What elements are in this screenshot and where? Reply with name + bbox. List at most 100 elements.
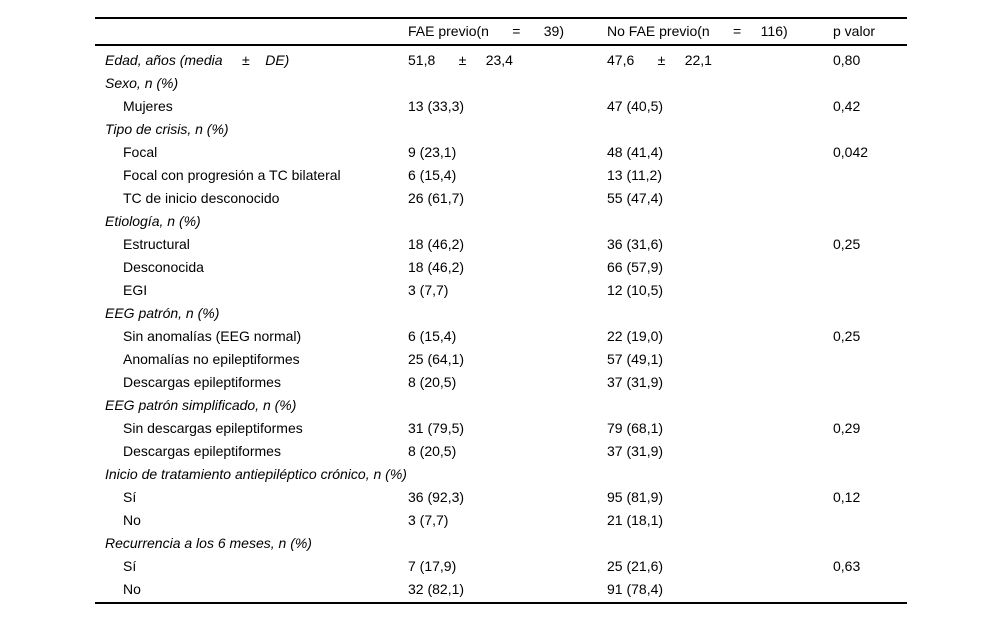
fae-previo-value: 18 (46,2) [408, 259, 465, 275]
fae-previo-value: 18 (46,2) [408, 236, 465, 252]
row-label: EGI [123, 282, 148, 298]
table-row: No 3 (7,7) 21 (18,1) [95, 509, 907, 532]
table-row: Focal 9 (23,1) 48 (41,4) 0,042 [95, 141, 907, 164]
row-label: Desconocida [123, 259, 204, 275]
row-label: Sin anomalías (EEG normal) [123, 328, 302, 344]
table-row: Mujeres 13 (33,3) 47 (40,5) 0,42 [95, 95, 907, 118]
table-row: EGI 3 (7,7) 12 (10,5) [95, 279, 907, 302]
table-row: Recurrencia a los 6 meses, n (%) [95, 532, 907, 555]
table-row: Descargas epileptiformes 8 (20,5) 37 (31… [95, 440, 907, 463]
table-header-rule [95, 44, 907, 46]
row-label: TC de inicio desconocido [123, 190, 280, 206]
no-fae-previo-value: 47,6 ± 22,1 [607, 52, 712, 68]
table-row: EEG patrón simplificado, n (%) [95, 394, 907, 417]
p-value: 0,25 [833, 236, 861, 252]
row-label: Mujeres [123, 98, 173, 114]
fae-previo-value: 3 (7,7) [408, 282, 449, 298]
no-fae-previo-value: 13 (11,2) [607, 167, 662, 183]
table-row: Sin descargas epileptiformes 31 (79,5) 7… [95, 417, 907, 440]
row-label: Inicio de tratamiento antiepiléptico cró… [105, 466, 407, 482]
p-value: 0,29 [833, 420, 861, 436]
p-value: 0,25 [833, 328, 861, 344]
p-value: 0,63 [833, 558, 861, 574]
table-row: Desconocida 18 (46,2) 66 (57,9) [95, 256, 907, 279]
row-label: Descargas epileptiformes [123, 443, 281, 459]
p-value: 0,042 [833, 144, 869, 160]
table-row: Edad, años (media ± DE) 51,8 ± 23,4 47,6… [95, 49, 907, 72]
fae-previo-value: 26 (61,7) [408, 190, 465, 206]
row-label: Sin descargas epileptiformes [123, 420, 303, 436]
row-label: Edad, años (media ± DE) [105, 52, 290, 68]
table-row: Tipo de crisis, n (%) [95, 118, 907, 141]
fae-previo-value: 9 (23,1) [408, 144, 457, 160]
header-col-no-fae-previo: No FAE previo(n = 116) [607, 23, 788, 39]
fae-previo-value: 36 (92,3) [408, 489, 465, 505]
p-value: 0,12 [833, 489, 861, 505]
table-bottom-rule [95, 602, 907, 604]
no-fae-previo-value: 57 (49,1) [607, 351, 664, 367]
fae-previo-value: 51,8 ± 23,4 [408, 52, 513, 68]
row-label: Focal [123, 144, 158, 160]
no-fae-previo-value: 47 (40,5) [607, 98, 664, 114]
fae-previo-value: 31 (79,5) [408, 420, 465, 436]
header-col-p-valor: p valor [833, 23, 876, 39]
row-label: Recurrencia a los 6 meses, n (%) [105, 535, 312, 551]
table-row: Etiología, n (%) [95, 210, 907, 233]
table-row: Focal con progresión a TC bilateral 6 (1… [95, 164, 907, 187]
no-fae-previo-value: 37 (31,9) [607, 374, 664, 390]
row-label: Descargas epileptiformes [123, 374, 281, 390]
no-fae-previo-value: 21 (18,1) [607, 512, 664, 528]
fae-previo-value: 3 (7,7) [408, 512, 449, 528]
row-label: EEG patrón, n (%) [105, 305, 220, 321]
row-label: Sí [123, 558, 137, 574]
fae-previo-value: 8 (20,5) [408, 443, 457, 459]
table-top-rule [95, 17, 907, 19]
fae-previo-value: 13 (33,3) [408, 98, 465, 114]
row-label: Anomalías no epileptiformes [123, 351, 300, 367]
fae-previo-value: 6 (15,4) [408, 167, 457, 183]
table-row: Sí 7 (17,9) 25 (21,6) 0,63 [95, 555, 907, 578]
row-label: Tipo de crisis, n (%) [105, 121, 229, 137]
row-label: No [123, 581, 141, 597]
table-header-row: FAE previo(n = 39) No FAE previo(n = 116… [95, 19, 907, 44]
no-fae-previo-value: 79 (68,1) [607, 420, 664, 436]
fae-previo-value: 25 (64,1) [408, 351, 465, 367]
table-row: TC de inicio desconocido 26 (61,7) 55 (4… [95, 187, 907, 210]
no-fae-previo-value: 95 (81,9) [607, 489, 664, 505]
table-row: No 32 (82,1) 91 (78,4) [95, 578, 907, 601]
row-label: Etiología, n (%) [105, 213, 201, 229]
fae-previo-value: 6 (15,4) [408, 328, 457, 344]
fae-previo-value: 8 (20,5) [408, 374, 457, 390]
table-row: Anomalías no epileptiformes 25 (64,1) 57… [95, 348, 907, 371]
comparison-table: FAE previo(n = 39) No FAE previo(n = 116… [95, 17, 907, 605]
table-body: Edad, años (media ± DE) 51,8 ± 23,4 47,6… [95, 46, 907, 601]
row-label: Focal con progresión a TC bilateral [123, 167, 341, 183]
no-fae-previo-value: 36 (31,6) [607, 236, 664, 252]
table-row: Sexo, n (%) [95, 72, 907, 95]
row-label: No [123, 512, 141, 528]
no-fae-previo-value: 37 (31,9) [607, 443, 664, 459]
table-row: Sí 36 (92,3) 95 (81,9) 0,12 [95, 486, 907, 509]
no-fae-previo-value: 12 (10,5) [607, 282, 664, 298]
no-fae-previo-value: 91 (78,4) [607, 581, 664, 597]
no-fae-previo-value: 48 (41,4) [607, 144, 664, 160]
row-label: Estructural [123, 236, 190, 252]
p-value: 0,42 [833, 98, 861, 114]
table-row: Descargas epileptiformes 8 (20,5) 37 (31… [95, 371, 907, 394]
no-fae-previo-value: 66 (57,9) [607, 259, 664, 275]
fae-previo-value: 7 (17,9) [408, 558, 457, 574]
row-label: EEG patrón simplificado, n (%) [105, 397, 297, 413]
no-fae-previo-value: 55 (47,4) [607, 190, 664, 206]
no-fae-previo-value: 25 (21,6) [607, 558, 664, 574]
row-label: Sexo, n (%) [105, 75, 179, 91]
table-row: Inicio de tratamiento antiepiléptico cró… [95, 463, 907, 486]
p-value: 0,80 [833, 52, 861, 68]
row-label: Sí [123, 489, 137, 505]
no-fae-previo-value: 22 (19,0) [607, 328, 664, 344]
table-row: EEG patrón, n (%) [95, 302, 907, 325]
fae-previo-value: 32 (82,1) [408, 581, 465, 597]
table-row: Estructural 18 (46,2) 36 (31,6) 0,25 [95, 233, 907, 256]
table-row: Sin anomalías (EEG normal) 6 (15,4) 22 (… [95, 325, 907, 348]
header-col-fae-previo: FAE previo(n = 39) [408, 23, 565, 39]
